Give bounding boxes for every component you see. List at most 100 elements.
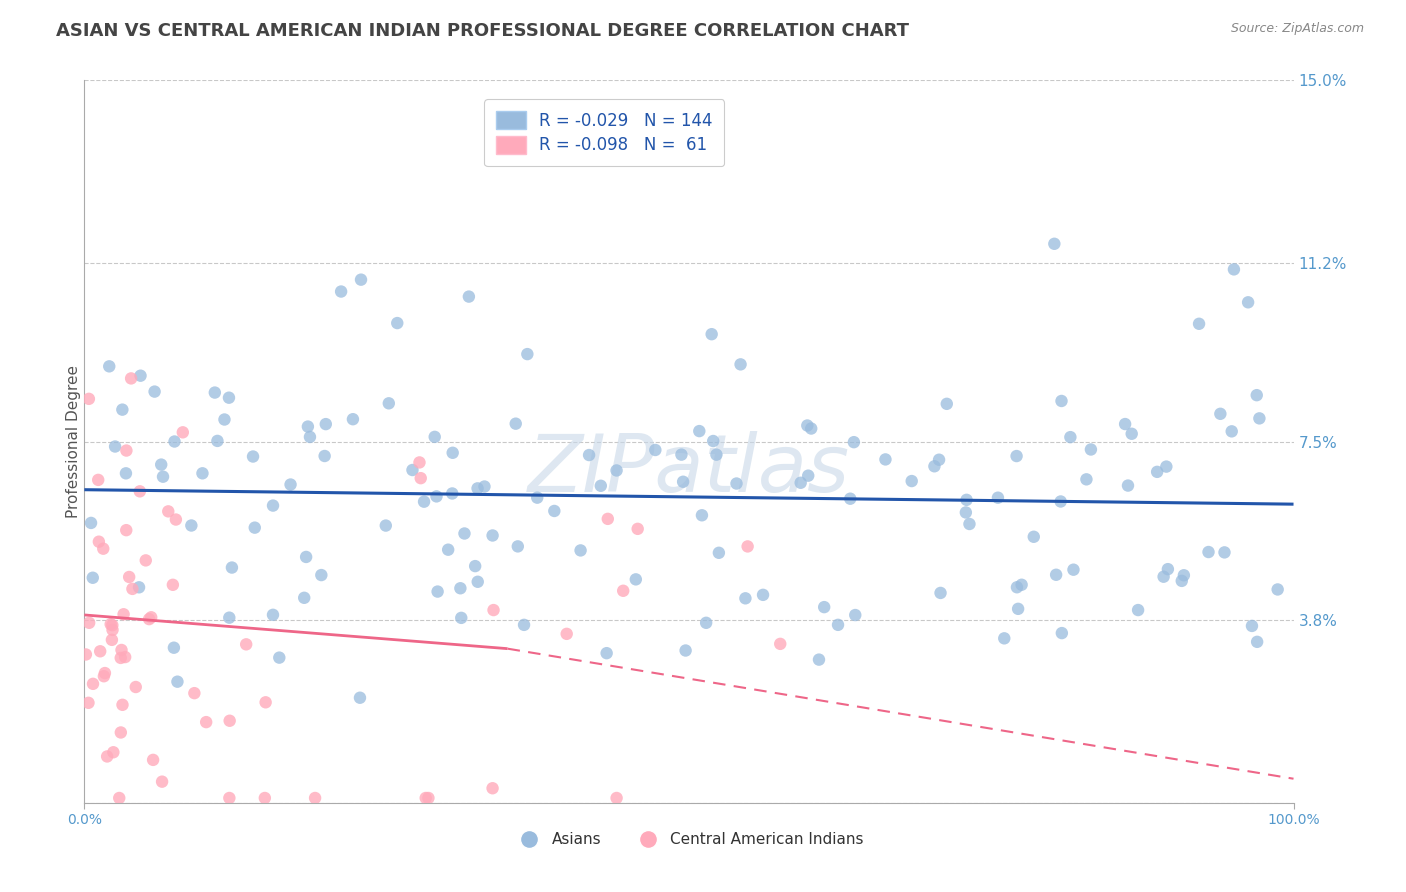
Point — [797, 468, 820, 483]
Y-axis label: Professional Degree: Professional Degree — [66, 365, 80, 518]
Point — [150, 458, 173, 472]
Text: ZIPatlas: ZIPatlas — [527, 432, 851, 509]
Point — [304, 791, 326, 805]
Point — [104, 440, 127, 454]
Point — [481, 528, 503, 542]
Point — [143, 384, 166, 399]
Point — [1213, 545, 1236, 559]
Point — [842, 435, 865, 450]
Point — [453, 526, 475, 541]
Point — [207, 434, 229, 448]
Point — [1080, 442, 1102, 457]
Point — [734, 591, 756, 606]
Point — [481, 781, 503, 796]
Point — [1267, 582, 1289, 597]
Point — [280, 477, 302, 491]
Point — [314, 449, 336, 463]
Point — [467, 482, 489, 496]
Point — [589, 479, 612, 493]
Point — [627, 522, 650, 536]
Point — [1171, 574, 1194, 588]
Point — [1045, 567, 1067, 582]
Point — [596, 512, 619, 526]
Point — [467, 574, 489, 589]
Point — [180, 518, 202, 533]
Point — [91, 541, 114, 556]
Point — [987, 491, 1010, 505]
Point — [1076, 472, 1098, 486]
Point — [142, 753, 165, 767]
Point — [702, 434, 724, 448]
Point — [183, 686, 205, 700]
Point — [1249, 411, 1271, 425]
Point — [1059, 430, 1081, 444]
Point — [516, 347, 538, 361]
Point — [295, 549, 318, 564]
Point — [1237, 295, 1260, 310]
Point — [292, 591, 315, 605]
Point — [1007, 602, 1029, 616]
Point — [409, 471, 432, 485]
Point — [115, 443, 138, 458]
Point — [875, 452, 897, 467]
Point — [415, 791, 437, 805]
Point — [103, 745, 125, 759]
Point — [214, 412, 236, 426]
Point — [900, 474, 922, 488]
Point — [128, 580, 150, 594]
Point — [935, 397, 957, 411]
Text: ASIAN VS CENTRAL AMERICAN INDIAN PROFESSIONAL DEGREE CORRELATION CHART: ASIAN VS CENTRAL AMERICAN INDIAN PROFESS… — [56, 22, 910, 40]
Point — [77, 392, 100, 406]
Point — [1220, 425, 1243, 439]
Point — [135, 553, 157, 567]
Point — [644, 442, 666, 457]
Point — [349, 690, 371, 705]
Point — [115, 467, 138, 481]
Point — [108, 791, 131, 805]
Point — [555, 627, 578, 641]
Point — [1146, 465, 1168, 479]
Point — [796, 418, 818, 433]
Point — [118, 570, 141, 584]
Point — [624, 573, 647, 587]
Point — [425, 489, 447, 503]
Point — [408, 455, 430, 469]
Point — [191, 467, 214, 481]
Point — [82, 677, 104, 691]
Point — [1240, 619, 1263, 633]
Point — [387, 316, 409, 330]
Point — [112, 607, 135, 622]
Text: Source: ZipAtlas.com: Source: ZipAtlas.com — [1230, 22, 1364, 36]
Point — [163, 434, 186, 449]
Point — [1011, 578, 1033, 592]
Point — [543, 504, 565, 518]
Point — [166, 674, 188, 689]
Point — [955, 492, 977, 507]
Point — [578, 448, 600, 462]
Point — [730, 357, 752, 371]
Point — [752, 588, 775, 602]
Point — [1005, 580, 1028, 594]
Point — [725, 476, 748, 491]
Point — [707, 546, 730, 560]
Point — [253, 791, 276, 805]
Point — [77, 696, 100, 710]
Point — [152, 469, 174, 483]
Point — [706, 448, 728, 462]
Point — [120, 371, 142, 385]
Point — [235, 637, 257, 651]
Point — [690, 508, 713, 523]
Point — [1156, 459, 1178, 474]
Point — [110, 651, 132, 665]
Point — [505, 417, 527, 431]
Point — [418, 791, 440, 805]
Point — [928, 452, 950, 467]
Point — [450, 611, 472, 625]
Point — [262, 499, 284, 513]
Point — [413, 494, 436, 508]
Point — [1005, 449, 1028, 463]
Point — [688, 424, 710, 438]
Point — [172, 425, 194, 440]
Point — [165, 512, 187, 526]
Point — [138, 612, 160, 626]
